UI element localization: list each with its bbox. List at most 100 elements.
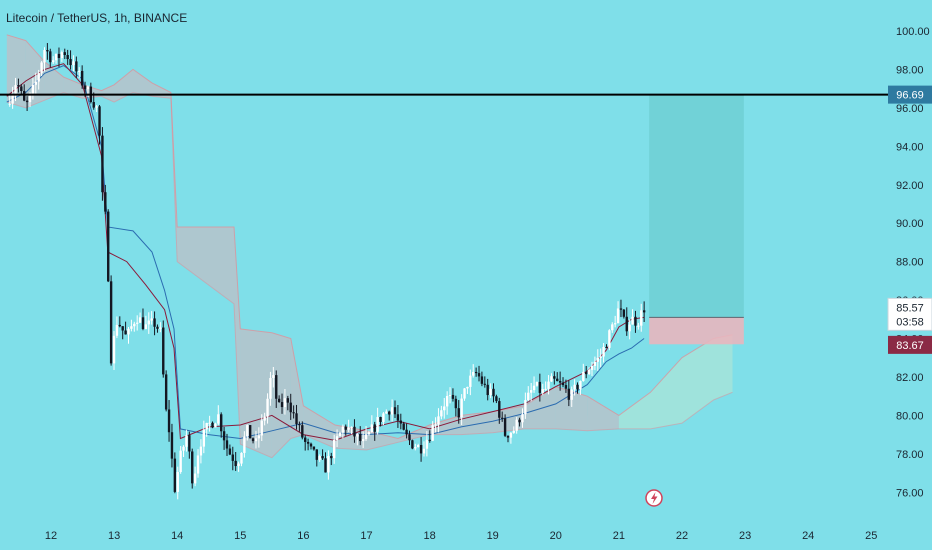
candle-body: [443, 406, 446, 411]
target-zone[interactable]: [649, 94, 744, 318]
candle-body: [208, 422, 211, 424]
cloud-segment: [101, 84, 115, 103]
candle-body: [631, 316, 634, 325]
x-axis[interactable]: 12 13 14 15 16 17 18 19 20 21 22 23 24 25: [45, 530, 878, 542]
candle-body: [460, 398, 463, 418]
candle-body: [54, 53, 58, 61]
y-tick-label: 76.00: [896, 487, 924, 499]
candle-body: [222, 431, 226, 441]
candle-body: [150, 318, 153, 321]
cloud-segment: [618, 392, 651, 429]
candle-body: [605, 346, 608, 348]
candle-body: [445, 396, 449, 407]
candle-body: [611, 324, 614, 331]
candle-body: [503, 418, 507, 436]
candle-body: [451, 394, 455, 399]
candle-body: [185, 435, 188, 447]
y-tick-label: 96.00: [896, 103, 924, 115]
x-tick-label: 23: [739, 530, 751, 542]
candle-body: [434, 424, 437, 426]
candle-body: [37, 73, 40, 82]
candle-body: [309, 443, 313, 447]
candle-body: [613, 323, 617, 325]
candle-body: [411, 440, 414, 449]
candle-body: [219, 414, 223, 432]
candle-body: [144, 324, 148, 329]
candle-body: [321, 456, 324, 459]
candle-body: [193, 473, 197, 484]
x-tick-label: 19: [487, 530, 499, 542]
candle-body: [173, 458, 177, 492]
candle-body: [414, 447, 417, 449]
candle-body: [356, 434, 359, 437]
candle-body: [390, 407, 394, 415]
x-tick-label: 24: [802, 530, 814, 542]
candle-body: [402, 423, 405, 430]
candle-body: [254, 438, 258, 442]
candle-body: [98, 106, 101, 136]
candle-body: [587, 369, 591, 375]
candle-body: [527, 392, 530, 401]
candle-body: [469, 375, 472, 387]
candle-body: [616, 308, 620, 324]
candle-body: [370, 424, 374, 433]
candle-body: [642, 310, 646, 313]
candle-body: [466, 386, 469, 389]
candle-body: [619, 308, 623, 310]
x-tick-label: 18: [423, 530, 435, 542]
candle-body: [199, 446, 203, 456]
candle-body: [286, 398, 290, 403]
candle-body: [202, 429, 206, 447]
x-tick-label: 17: [360, 530, 372, 542]
candle-body: [622, 309, 626, 317]
y-tick-label: 80.00: [896, 410, 924, 422]
stop-price-label: 83.67: [896, 340, 924, 352]
candle-body: [408, 434, 411, 441]
candle-body: [585, 371, 588, 375]
candle-body: [582, 371, 585, 381]
candle-body: [225, 440, 229, 449]
candle-body: [454, 398, 458, 409]
candle-body: [532, 385, 536, 391]
candle-body: [304, 437, 307, 442]
candle-body: [31, 84, 35, 94]
candle-body: [367, 432, 371, 435]
candle-body: [561, 382, 565, 386]
candle-body: [315, 449, 318, 460]
candle-body: [121, 326, 124, 331]
candle-body: [69, 59, 72, 66]
candle-body: [63, 52, 66, 55]
candle-body: [40, 62, 43, 74]
candle-body: [388, 411, 391, 415]
y-tick-label: 94.00: [896, 141, 924, 153]
stop-zone[interactable]: [649, 317, 744, 345]
candle-body: [167, 409, 171, 433]
position-tool-layer[interactable]: [649, 94, 744, 345]
candle-body: [477, 373, 481, 377]
candle-body: [234, 460, 237, 467]
x-tick-label: 13: [108, 530, 120, 542]
candle-body: [541, 389, 544, 393]
cloud-leading-span-a: [6, 34, 733, 440]
candle-body: [272, 375, 275, 378]
candle-body: [237, 463, 240, 467]
candle-body: [188, 435, 191, 452]
candle-body: [269, 377, 272, 399]
x-tick-label: 20: [550, 530, 562, 542]
candle-body: [422, 448, 426, 454]
cloud-segment: [271, 332, 291, 458]
candle-body: [176, 472, 179, 492]
alert-marker[interactable]: [645, 489, 663, 507]
cloud-segment: [555, 386, 588, 431]
candle-body: [211, 422, 214, 428]
candle-body: [141, 317, 145, 329]
candle-body: [312, 446, 316, 450]
price-badges: 96.69 85.57 03:58 83.67: [887, 85, 932, 354]
candle-body: [474, 371, 478, 374]
y-tick-label: 82.00: [896, 372, 924, 384]
lightning-bolt-glyph: [651, 492, 658, 504]
candle-body: [164, 374, 168, 410]
chart-title: Litecoin / TetherUS, 1h, BINANCE: [6, 11, 187, 25]
